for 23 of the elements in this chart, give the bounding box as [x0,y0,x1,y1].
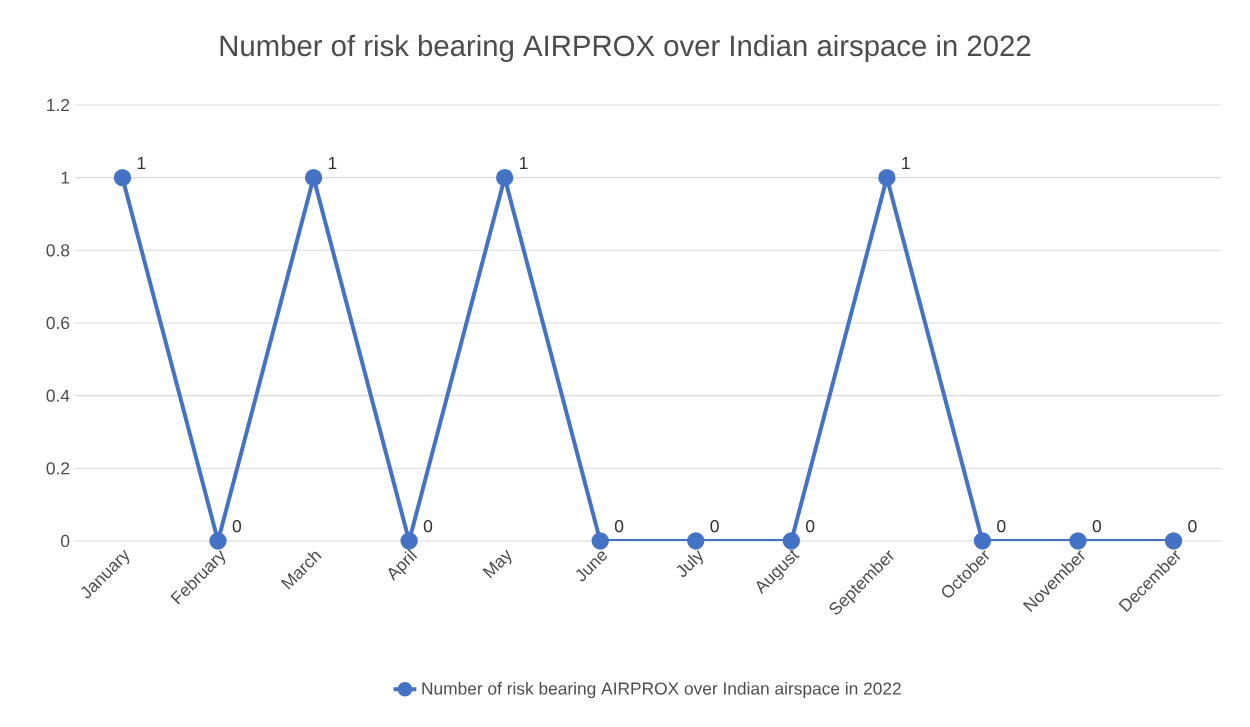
x-tick-label: May [482,549,512,579]
y-tick-label: 0 [60,534,70,548]
data-label: 0 [806,520,815,533]
legend-label: Number of risk bearing AIRPROX over Indian airspace in 2022 [422,681,901,699]
data-label: 1 [520,157,528,169]
y-tick-label: 0.4 [46,389,70,402]
data-label: 0 [614,520,624,533]
chart-title: Number of risk bearing AIRPROX over Indian airspace in 2022 [220,34,1031,62]
data-label: 0 [232,520,242,533]
y-tick-label: 0.8 [46,244,70,257]
data-label: 0 [1092,520,1102,533]
y-tick-label: 0.2 [46,462,70,475]
x-tick-label: July [676,550,703,577]
data-label: 0 [1188,520,1197,533]
data-label: 1 [902,157,910,169]
data-label: 0 [710,520,719,533]
data-label: 0 [423,520,433,533]
data-label: 0 [997,520,1006,533]
data-label: 1 [328,157,337,169]
y-tick-label: 1.2 [47,98,70,112]
y-tick-label: 0.6 [46,316,70,330]
y-tick-label: 1 [61,171,70,184]
data-label: 1 [137,157,146,169]
